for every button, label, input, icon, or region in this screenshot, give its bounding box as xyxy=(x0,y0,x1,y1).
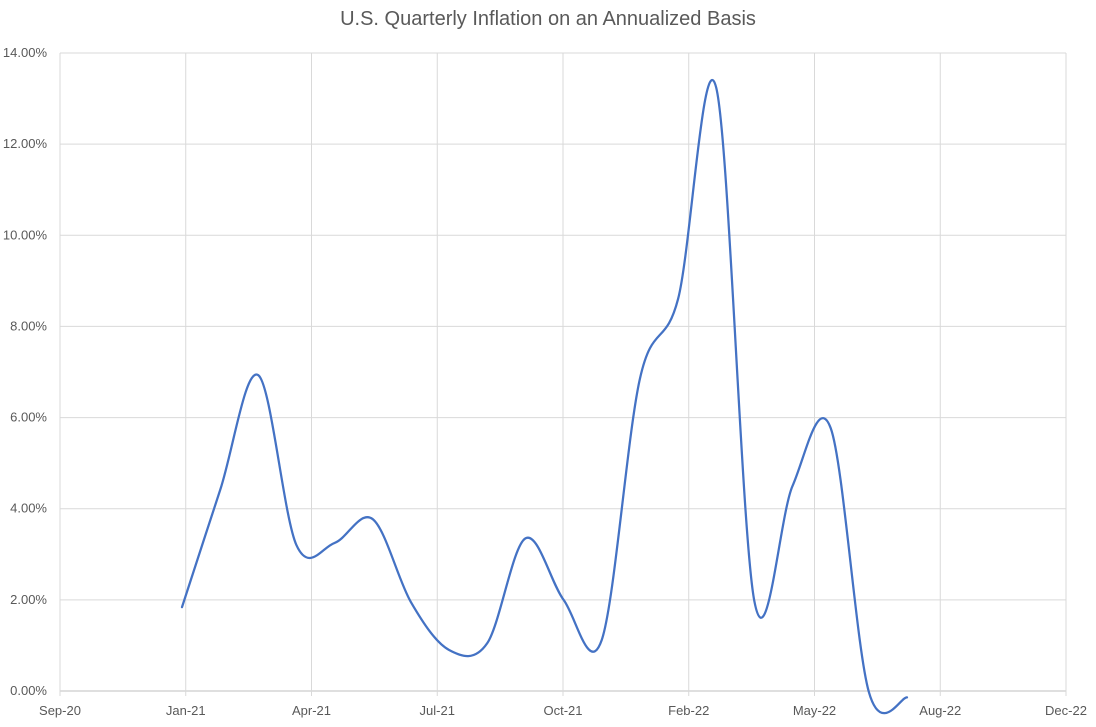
data-point xyxy=(714,86,718,90)
data-point xyxy=(676,297,680,301)
y-tick-label: 8.00% xyxy=(10,318,47,333)
data-point xyxy=(600,638,604,642)
x-tick-label: Apr-21 xyxy=(292,703,331,718)
x-tick-label: Oct-21 xyxy=(543,703,582,718)
x-tick-label: Sep-20 xyxy=(39,703,81,718)
data-point xyxy=(485,641,489,645)
data-point xyxy=(638,377,642,381)
data-point xyxy=(294,543,298,547)
y-tick-label: 0.00% xyxy=(10,683,47,698)
x-tick-label: Jan-21 xyxy=(166,703,206,718)
data-point xyxy=(333,541,337,545)
y-tick-label: 10.00% xyxy=(3,227,48,242)
data-point xyxy=(447,648,451,652)
y-tick-label: 4.00% xyxy=(10,501,47,516)
data-point xyxy=(867,690,871,694)
data-point xyxy=(371,517,375,521)
x-tick-label: Aug-22 xyxy=(919,703,961,718)
data-point xyxy=(829,426,833,430)
x-tick-label: Feb-22 xyxy=(668,703,709,718)
data-point xyxy=(256,373,260,377)
x-tick-label: Dec-22 xyxy=(1045,703,1087,718)
data-point xyxy=(791,484,795,488)
data-point xyxy=(180,605,184,609)
x-tick-label: May-22 xyxy=(793,703,836,718)
y-tick-label: 12.00% xyxy=(3,136,48,151)
x-tick-label: Jul-21 xyxy=(420,703,455,718)
data-point xyxy=(562,598,566,602)
data-point xyxy=(218,488,222,492)
data-point xyxy=(523,536,527,540)
y-tick-label: 2.00% xyxy=(10,592,47,607)
series-line xyxy=(180,78,909,715)
chart-title: U.S. Quarterly Inflation on an Annualize… xyxy=(340,8,756,30)
y-tick-label: 6.00% xyxy=(10,410,47,425)
data-point xyxy=(409,600,413,604)
data-point xyxy=(752,599,756,603)
y-tick-label: 14.00% xyxy=(3,45,48,60)
data-point xyxy=(905,695,909,699)
